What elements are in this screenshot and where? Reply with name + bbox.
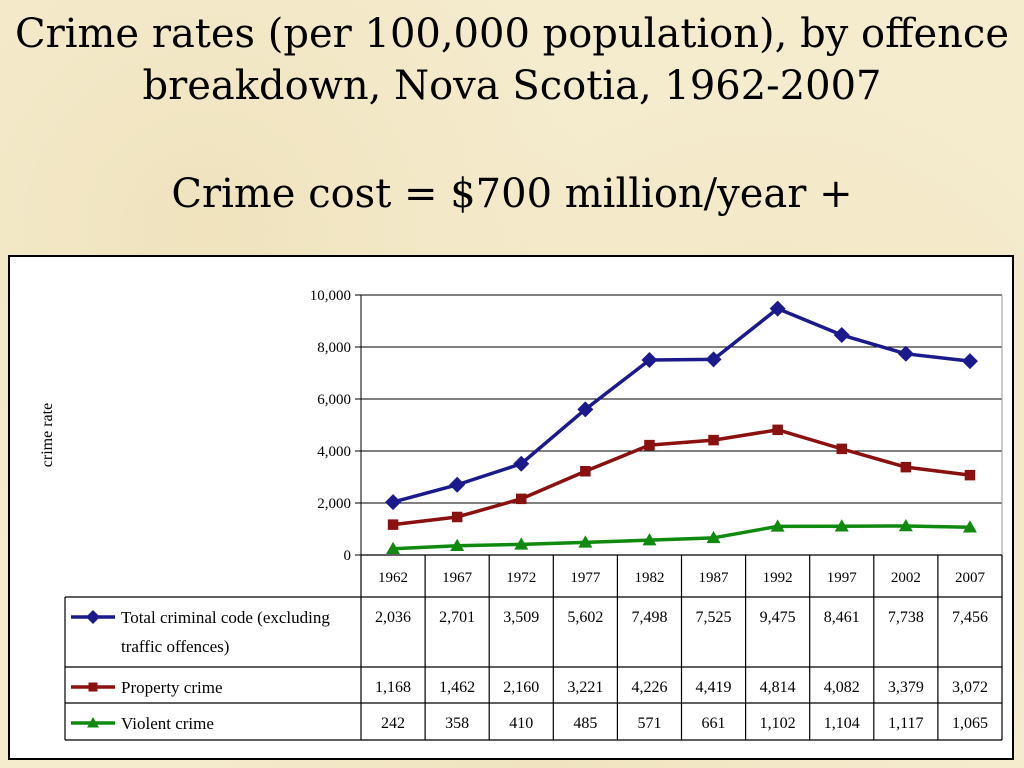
violent-point [898, 518, 913, 532]
violent-value-label: 1,104 [824, 715, 860, 732]
x-tick-label: 1982 [634, 570, 664, 586]
violent-value-label: 410 [509, 715, 533, 732]
total-point [961, 353, 978, 370]
total-value-label: 3,509 [503, 609, 539, 626]
y-axis-label: crime rate [39, 403, 56, 467]
x-tick-label: 2007 [955, 570, 986, 586]
violent-value-label: 485 [573, 715, 597, 732]
total-value-label: 9,475 [760, 609, 796, 626]
violent-point [962, 520, 977, 533]
total-point [897, 345, 914, 362]
total-point [513, 455, 530, 472]
property-value-label: 4,419 [696, 679, 732, 696]
x-tick-label: 1997 [827, 570, 858, 586]
total-point [577, 401, 594, 418]
total-legend-marker [86, 610, 100, 624]
total-legend-label: traffic offences) [121, 637, 229, 656]
violent-point [642, 533, 657, 546]
violent-point [578, 535, 593, 548]
violent-value-label: 358 [445, 715, 469, 732]
property-value-label: 4,082 [824, 679, 860, 696]
total-point [705, 351, 722, 368]
total-point [833, 327, 850, 344]
total-value-label: 2,036 [375, 609, 411, 626]
violent-point [450, 538, 465, 551]
total-point [385, 494, 402, 511]
violent-point [834, 519, 849, 532]
property-point [900, 461, 912, 473]
violent-value-label: 571 [637, 715, 661, 732]
y-tick-label: 8,000 [317, 340, 351, 356]
y-tick-label: 4,000 [317, 444, 351, 460]
x-tick-label: 1987 [699, 570, 730, 586]
property-point [387, 519, 399, 530]
total-value-label: 5,602 [567, 609, 603, 626]
property-value-label: 1,168 [375, 679, 411, 696]
chart-frame: crime rate 0 2,000 4,000 6,000 8,000 10,000 196… [8, 255, 1014, 760]
property-value-label: 3,072 [952, 679, 988, 696]
property-value-label: 4,226 [631, 679, 667, 696]
violent-legend-label: Violent crime [121, 714, 214, 733]
property-point [580, 466, 591, 477]
total-point [449, 476, 466, 493]
property-point [964, 469, 976, 481]
total-point [641, 352, 658, 369]
property-value-label: 3,221 [567, 679, 603, 696]
property-value-label: 1,462 [439, 679, 475, 696]
x-tick-label: 1967 [442, 570, 473, 586]
total-series-line [392, 306, 971, 504]
violent-series-line [392, 524, 970, 551]
crime-rate-chart: crime rate 0 2,000 4,000 6,000 8,000 10,000 196… [39, 288, 1003, 741]
violent-value-label: 1,117 [888, 715, 923, 732]
total-value-label: 7,738 [888, 609, 924, 626]
property-series-line [392, 428, 971, 527]
property-value-label: 2,160 [503, 679, 539, 696]
x-tick-label: 1977 [570, 570, 601, 586]
property-point [708, 434, 719, 446]
property-point [451, 511, 463, 523]
property-value-label: 3,379 [888, 679, 924, 696]
y-tick-label: 6,000 [317, 392, 351, 408]
x-tick-label: 1972 [506, 570, 536, 586]
total-value-label: 7,498 [631, 609, 667, 626]
total-value-label: 8,461 [824, 609, 860, 626]
violent-value-label: 1,065 [952, 715, 988, 732]
y-tick-label: 10,000 [310, 288, 351, 304]
violent-legend-marker [87, 717, 99, 728]
page-title: Crime rates (per 100,000 population), by… [14, 11, 1009, 109]
x-tick-label: 1962 [378, 570, 408, 586]
total-point [769, 300, 786, 317]
crime-cost-subtitle: Crime cost = $700 million/year + [171, 171, 853, 217]
property-point [516, 493, 527, 505]
violent-point [514, 537, 529, 550]
violent-point [386, 541, 401, 554]
property-legend-label: Property crime [121, 678, 223, 697]
y-tick-label: 0 [344, 548, 352, 564]
property-point [772, 424, 783, 436]
property-point [644, 439, 655, 451]
violent-value-label: 661 [702, 715, 726, 732]
property-value-label: 4,814 [760, 679, 796, 696]
property-legend-marker [88, 682, 98, 692]
total-value-label: 7,456 [952, 609, 988, 626]
violent-point [770, 519, 785, 532]
total-legend-label: Total criminal code (excluding [121, 608, 330, 627]
x-tick-label: 1992 [763, 570, 793, 586]
violent-value-label: 1,102 [760, 715, 796, 732]
x-tick-label: 2002 [891, 570, 921, 586]
violent-point [706, 530, 721, 544]
total-value-label: 2,701 [439, 609, 475, 626]
y-tick-label: 2,000 [317, 496, 351, 512]
total-value-label: 7,525 [696, 609, 732, 626]
violent-value-label: 242 [381, 715, 405, 732]
property-point [836, 443, 847, 455]
